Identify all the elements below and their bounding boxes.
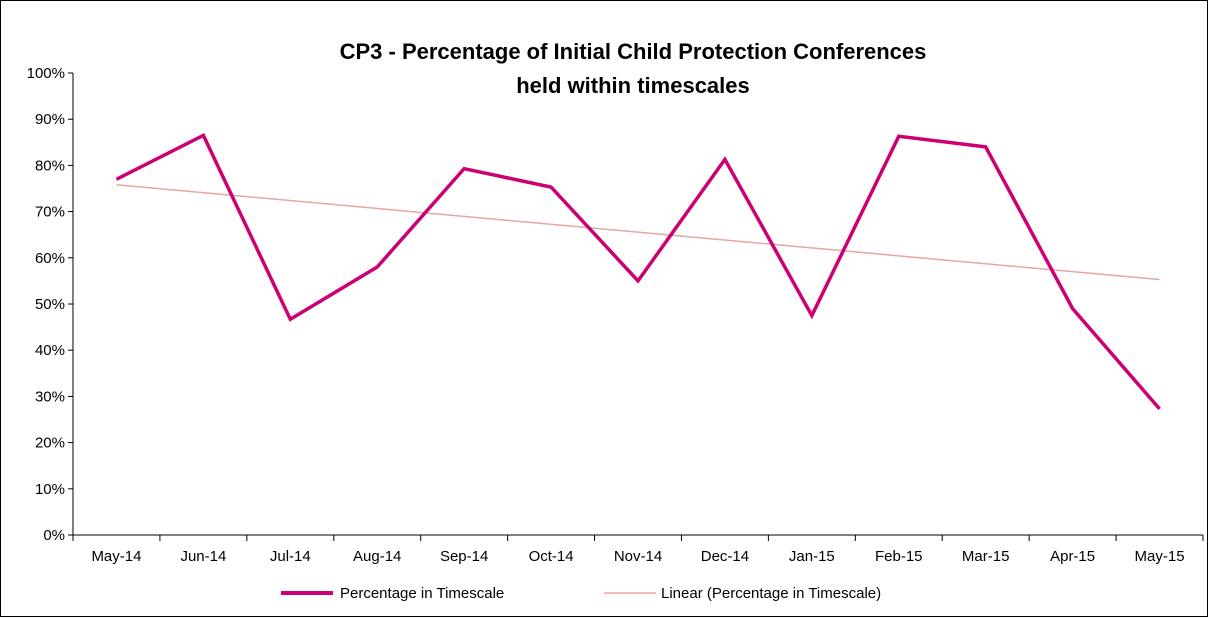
legend-label-series: Percentage in Timescale — [340, 585, 504, 602]
x-tick-label: Nov-14 — [614, 548, 662, 565]
y-tick-label: 40% — [35, 342, 65, 359]
y-tick-label: 20% — [35, 435, 65, 452]
legend: Percentage in Timescale Linear (Percenta… — [281, 585, 881, 602]
y-tick-label: 30% — [35, 388, 65, 405]
x-tick-label: Dec-14 — [701, 548, 749, 565]
y-tick-label: 0% — [43, 527, 65, 544]
y-tick-label: 80% — [35, 157, 65, 174]
x-tick-label: Feb-15 — [875, 548, 923, 565]
x-tick-label: Aug-14 — [353, 548, 401, 565]
x-tick-label: Apr-15 — [1050, 548, 1095, 565]
y-tick-label: 50% — [35, 296, 65, 313]
legend-label-trendline: Linear (Percentage in Timescale) — [661, 585, 881, 602]
y-tick-label: 70% — [35, 204, 65, 221]
x-axis: May-14 Jun-14 Jul-14 Aug-14 Sep-14 Oct-14 Nov-… — [73, 535, 1203, 565]
x-tick-label: Sep-14 — [440, 548, 488, 565]
series-line — [116, 135, 1159, 409]
x-tick-label: May-14 — [91, 548, 141, 565]
chart-title-line2: held within timescales — [516, 73, 750, 98]
y-tick-label: 100% — [27, 65, 65, 82]
chart-title-line1: CP3 - Percentage of Initial Child Protec… — [340, 39, 927, 64]
x-tick-label: May-15 — [1135, 548, 1185, 565]
x-tick-label: Oct-14 — [529, 548, 574, 565]
x-tick-label: Jan-15 — [789, 548, 835, 565]
y-tick-label: 10% — [35, 481, 65, 498]
y-axis: 0% 10% 20% 30% 40% 50% 60% 70% 80% 90% 100% — [27, 65, 73, 544]
trendline — [116, 185, 1159, 280]
trendline-layer — [116, 185, 1159, 280]
x-tick-label: Mar-15 — [962, 548, 1010, 565]
x-tick-label: Jun-14 — [180, 548, 226, 565]
y-tick-label: 90% — [35, 111, 65, 128]
x-tick-label: Jul-14 — [270, 548, 311, 565]
series-layer — [116, 135, 1159, 409]
y-tick-label: 60% — [35, 250, 65, 267]
